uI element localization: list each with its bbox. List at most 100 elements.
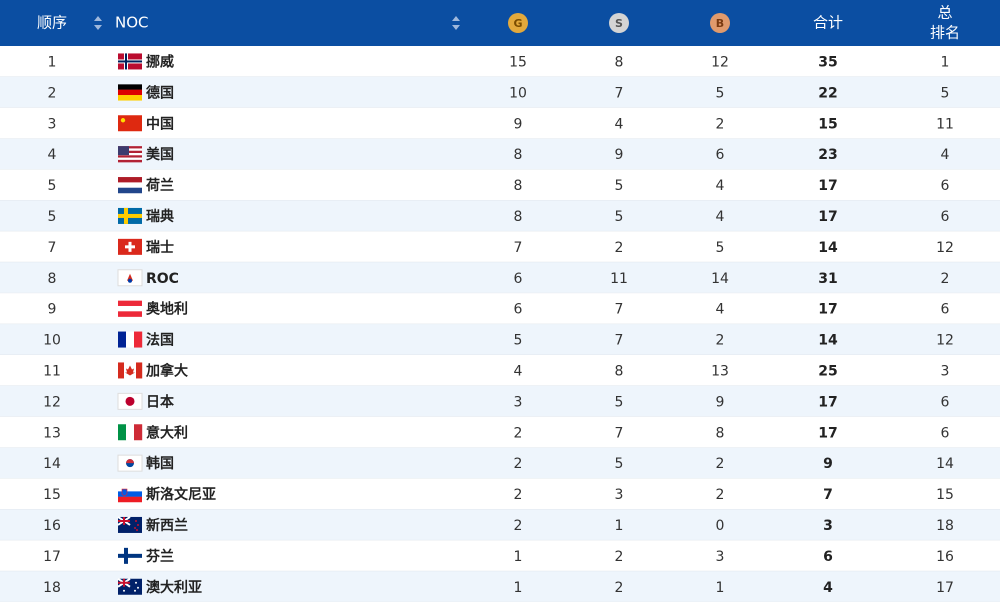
header-total[interactable]: 合计 <box>813 14 843 32</box>
header-gold[interactable]: G <box>513 17 522 30</box>
cell-value: 1 <box>514 549 523 565</box>
table-row <box>0 169 1000 201</box>
cell-value: 2 <box>716 487 725 503</box>
sort-icon[interactable] <box>94 16 102 30</box>
country-name: 澳大利亚 <box>146 579 202 596</box>
table-row <box>0 231 1000 263</box>
table-row <box>0 262 1000 294</box>
cell-value: 6 <box>941 425 950 441</box>
cell-value: 1 <box>716 580 725 596</box>
header-bronze[interactable]: B <box>716 17 724 30</box>
flag-part <box>134 526 136 529</box>
cell-value: 2 <box>615 549 624 565</box>
cell-value: 17 <box>818 209 837 225</box>
cell-value: 16 <box>43 518 61 534</box>
country-name: 中国 <box>146 115 174 132</box>
table-row <box>0 324 1000 355</box>
header-total-rank[interactable]: 排名 <box>930 24 960 42</box>
cell-value: 3 <box>514 394 523 410</box>
flag <box>118 84 142 101</box>
cell-value: 14 <box>818 333 838 349</box>
sort-icon[interactable] <box>452 16 460 30</box>
cell-value: 4 <box>941 147 950 163</box>
flag <box>118 146 142 163</box>
flag-part <box>134 331 143 348</box>
country-name: 日本 <box>146 393 175 410</box>
table-row <box>0 355 1000 386</box>
flag-part <box>117 269 143 287</box>
flag-part <box>126 459 134 464</box>
cell-value: 2 <box>716 116 725 132</box>
flag <box>117 392 143 410</box>
flag-part <box>121 488 128 497</box>
cell-value: 17 <box>818 302 837 318</box>
flag <box>118 424 143 441</box>
cell-value: 7 <box>615 425 624 441</box>
cell-value: 7 <box>823 487 833 503</box>
cell-value: 8 <box>514 178 523 194</box>
flag-part <box>118 159 142 163</box>
header-order[interactable]: 顺序 <box>37 14 67 32</box>
cell-value: 0 <box>716 518 725 534</box>
flag-part <box>118 153 142 156</box>
cell-value: 1 <box>941 54 950 70</box>
header-silver[interactable]: S <box>615 17 623 30</box>
cell-value: 4 <box>514 363 523 379</box>
flag-part <box>118 213 142 218</box>
cell-value: 2 <box>514 456 523 472</box>
cell-value: 8 <box>615 54 624 70</box>
cell-value: 11 <box>43 363 61 379</box>
header-bar <box>0 0 1000 46</box>
bronze-badge <box>710 13 730 33</box>
cell-value: 12 <box>43 394 61 410</box>
flag-part <box>118 182 142 188</box>
flag-part <box>118 486 142 492</box>
country-name: 美国 <box>146 146 174 163</box>
header-noc[interactable]: NOC <box>115 14 149 32</box>
cell-value: 5 <box>615 209 624 225</box>
flag-part <box>118 305 142 312</box>
cell-value: 17 <box>818 425 837 441</box>
country-name: 瑞典 <box>146 208 174 225</box>
cell-value: 4 <box>716 178 725 194</box>
cell-value: 7 <box>615 333 624 349</box>
flag-part <box>117 392 143 410</box>
flag-part <box>137 586 139 589</box>
flag <box>118 486 142 503</box>
flag-part <box>118 362 125 379</box>
flag-part <box>137 523 139 526</box>
country-name: 韩国 <box>146 455 174 472</box>
cell-value: 8 <box>514 147 523 163</box>
cell-value: 14 <box>43 456 61 472</box>
flag-part <box>118 89 142 96</box>
country-name: 加拿大 <box>145 362 188 379</box>
cell-value: 2 <box>716 456 725 472</box>
flag-part <box>118 496 142 503</box>
cell-value: 6 <box>514 302 523 318</box>
cell-value: 6 <box>941 178 950 194</box>
cell-value: 14 <box>936 456 954 472</box>
flag-part <box>118 424 127 441</box>
cell-value: 17 <box>936 580 954 596</box>
cell-value: 15 <box>43 487 61 503</box>
gold-badge <box>508 13 528 33</box>
cell-value: 2 <box>716 333 725 349</box>
cell-value: 2 <box>941 271 950 287</box>
flag <box>118 207 142 224</box>
cell-value: 7 <box>48 240 57 256</box>
cell-value: 17 <box>818 178 837 194</box>
cell-value: 5 <box>716 240 725 256</box>
cell-value: 3 <box>615 487 624 503</box>
flag-part <box>118 146 129 156</box>
cell-value: 6 <box>716 147 725 163</box>
cell-value: 8 <box>615 363 624 379</box>
table-row <box>0 293 1000 325</box>
flag <box>118 53 142 70</box>
cell-value: 7 <box>615 302 624 318</box>
header-total-rank[interactable]: 总 <box>937 4 952 22</box>
country-name: 斯洛文尼亚 <box>146 486 216 503</box>
cell-value: 15 <box>936 487 954 503</box>
cell-value: 6 <box>941 209 950 225</box>
country-name: 芬兰 <box>145 548 174 565</box>
